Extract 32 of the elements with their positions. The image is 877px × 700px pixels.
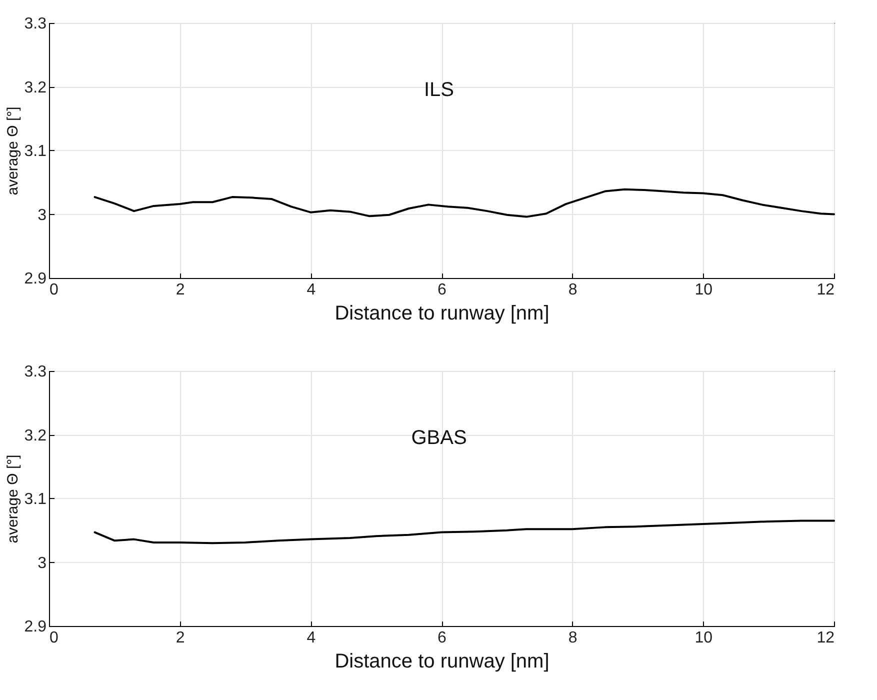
y-tick-label: 3 <box>38 206 47 224</box>
x-tick-label: 0 <box>50 630 58 646</box>
x-tick-label: 10 <box>694 630 713 646</box>
x-tick-label: 0 <box>50 282 58 298</box>
y-axis-title: average Θ [°] <box>4 106 22 196</box>
y-tick-label: 3.2 <box>24 79 47 96</box>
x-tick-label: 12 <box>816 282 835 298</box>
x-tick-label: 12 <box>816 630 835 646</box>
y-tick-label: 3.2 <box>24 427 47 444</box>
annotation: GBAS <box>411 427 467 449</box>
y-tick-label: 2.9 <box>24 270 47 288</box>
annotation: ILS <box>424 79 454 101</box>
x-axis-title: Distance to runway [nm] <box>334 302 550 324</box>
x-tick-label: 8 <box>568 282 578 298</box>
y-tick-label: 3.1 <box>24 491 47 508</box>
x-tick-label: 2 <box>176 282 185 298</box>
y-tick-label: 3.3 <box>24 364 47 380</box>
x-tick-label: 4 <box>306 282 316 298</box>
y-axis-title: average Θ [°] <box>4 454 22 544</box>
y-tick-label: 3 <box>38 554 47 572</box>
x-tick-label: 2 <box>176 630 185 646</box>
x-axis-title: Distance to runway [nm] <box>334 650 550 672</box>
line-series <box>94 188 835 218</box>
x-tick-label: 4 <box>306 630 316 646</box>
x-tick-label: 8 <box>568 630 578 646</box>
x-tick-label: 6 <box>438 282 447 298</box>
y-tick-label: 3.1 <box>24 143 47 160</box>
line-series <box>94 520 835 544</box>
x-tick-label: 6 <box>438 630 447 646</box>
y-tick-label: 2.9 <box>24 618 47 636</box>
y-tick-label: 3.3 <box>24 16 47 32</box>
x-tick-label: 10 <box>694 282 713 298</box>
